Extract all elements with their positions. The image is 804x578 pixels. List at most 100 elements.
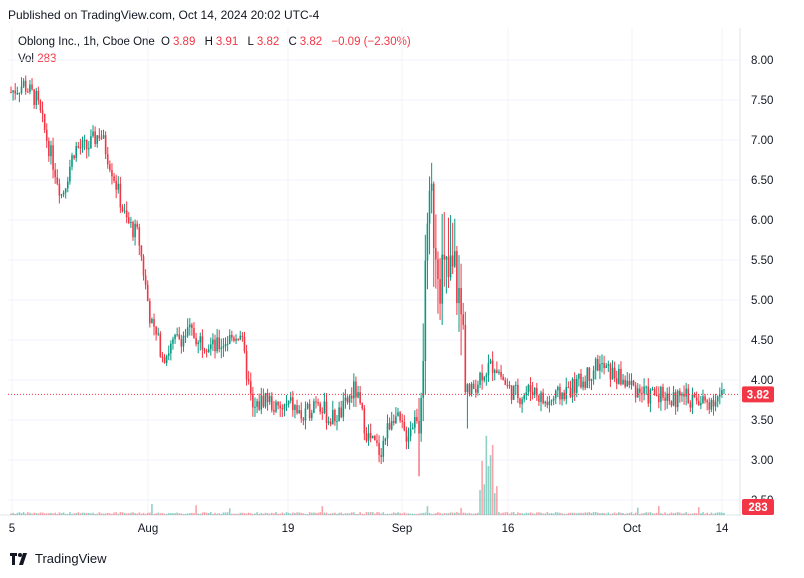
candle-body bbox=[69, 166, 71, 182]
candle-body bbox=[582, 381, 584, 388]
volume-bar bbox=[445, 513, 448, 515]
volume-bar bbox=[29, 512, 31, 515]
volume-bar bbox=[90, 513, 92, 515]
candle-body bbox=[426, 223, 429, 261]
symbol-name[interactable]: Oblong Inc., 1h, Cboe One bbox=[18, 36, 155, 48]
candle-body bbox=[75, 146, 78, 159]
candle-body bbox=[228, 334, 231, 344]
candle-body bbox=[519, 398, 521, 405]
volume-bar bbox=[550, 512, 553, 515]
candle-body bbox=[681, 393, 683, 396]
candle-body bbox=[533, 387, 536, 395]
candle-body bbox=[176, 334, 178, 336]
volume-bar bbox=[439, 512, 441, 515]
candle-body bbox=[106, 154, 109, 165]
volume-bar bbox=[222, 512, 225, 515]
volume-bar bbox=[672, 513, 675, 515]
volume-bar bbox=[378, 512, 380, 515]
candle-body bbox=[35, 90, 38, 105]
volume-bar bbox=[468, 512, 471, 515]
volume-bar bbox=[544, 513, 547, 515]
candle-body bbox=[220, 347, 223, 350]
volume-bar bbox=[98, 512, 101, 515]
volume-bar bbox=[277, 513, 279, 515]
candle-body bbox=[470, 383, 473, 394]
candle-body bbox=[294, 405, 296, 411]
volume-bar bbox=[220, 513, 223, 515]
candle-body bbox=[140, 245, 143, 257]
volume-bar bbox=[653, 513, 656, 515]
volume-bar bbox=[575, 513, 578, 515]
volume-bar bbox=[359, 512, 361, 515]
candle-body bbox=[487, 363, 490, 376]
candle-body bbox=[605, 365, 608, 369]
volume-bar bbox=[586, 512, 589, 515]
volume-bar bbox=[106, 512, 109, 515]
volume-bar bbox=[58, 512, 61, 515]
volume-bar bbox=[700, 513, 702, 515]
volume-bar bbox=[405, 513, 408, 515]
y-tick-label: 8.00 bbox=[751, 55, 773, 67]
candle-body bbox=[527, 385, 530, 393]
volume-bar bbox=[342, 513, 345, 515]
volume-bar bbox=[327, 513, 330, 515]
footer-brand[interactable]: TradingView bbox=[10, 551, 107, 566]
volume-bar bbox=[371, 512, 374, 515]
candle-body bbox=[538, 395, 540, 402]
candle-body bbox=[504, 379, 507, 385]
volume-bar bbox=[428, 512, 431, 515]
candle-body bbox=[151, 318, 153, 324]
volume-bar bbox=[523, 513, 525, 515]
volume-bar bbox=[279, 513, 282, 515]
volume-bar bbox=[184, 513, 187, 515]
volume-bar bbox=[681, 513, 683, 515]
candle-body bbox=[437, 259, 439, 280]
volume-bar bbox=[691, 513, 694, 515]
volume-bar bbox=[212, 513, 214, 515]
y-tick-label: 3.50 bbox=[751, 415, 773, 427]
volume-bar bbox=[712, 513, 715, 515]
volume-bar bbox=[249, 513, 252, 515]
candle-body bbox=[344, 397, 347, 401]
volume-bar bbox=[334, 512, 336, 515]
candle-body bbox=[441, 254, 443, 304]
candle-body bbox=[657, 395, 660, 403]
candle-body bbox=[481, 372, 483, 381]
candle-body bbox=[210, 344, 212, 349]
volume-bar bbox=[584, 512, 586, 515]
volume-bar bbox=[426, 506, 429, 515]
volume-bar bbox=[155, 513, 157, 515]
candle-body bbox=[205, 350, 208, 353]
volume-bar bbox=[142, 512, 145, 515]
volume-bar bbox=[508, 513, 511, 515]
volume-bar bbox=[210, 512, 212, 515]
candle-body bbox=[317, 402, 319, 404]
volume-bar bbox=[123, 512, 126, 515]
volume-bar bbox=[191, 512, 193, 515]
volume-bar bbox=[538, 512, 540, 515]
candle-body bbox=[172, 339, 174, 344]
candle-body bbox=[287, 400, 290, 405]
volume-bar bbox=[361, 513, 364, 515]
candle-body bbox=[689, 403, 692, 408]
volume-bar bbox=[536, 512, 538, 515]
volume-value: 283 bbox=[37, 53, 57, 65]
y-tick-label: 5.50 bbox=[751, 255, 773, 267]
candle-body bbox=[195, 337, 197, 345]
candle-body bbox=[559, 386, 561, 400]
candle-body bbox=[146, 284, 149, 302]
volume-bar bbox=[569, 512, 572, 515]
candle-body bbox=[498, 371, 500, 374]
volume-bar bbox=[411, 513, 414, 515]
candle-body bbox=[491, 360, 494, 373]
volume-bar bbox=[384, 513, 387, 515]
volume-bar bbox=[557, 512, 559, 515]
candle-body bbox=[277, 401, 279, 406]
volume-bar bbox=[395, 513, 397, 515]
volume-bar bbox=[216, 513, 218, 515]
volume-bar bbox=[664, 512, 666, 515]
volume-bar bbox=[481, 460, 483, 515]
volume-bar bbox=[447, 513, 450, 515]
volume-bar bbox=[554, 512, 557, 515]
